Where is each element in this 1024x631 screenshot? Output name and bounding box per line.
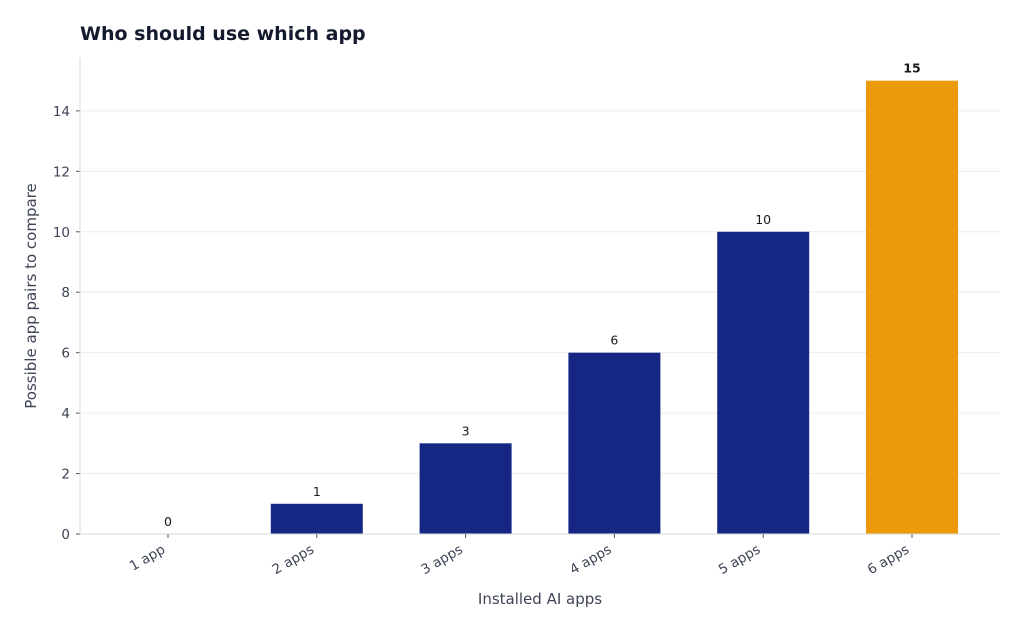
y-tick-label: 2 [61,467,70,483]
data-label: 3 [462,423,470,438]
bar [419,443,512,534]
x-tick-label: 6 apps [865,542,912,579]
y-tick-label: 8 [61,285,70,301]
y-axis-label: Possible app pairs to compare [22,183,40,408]
bar [270,503,363,534]
y-axis: 0 2 4 6 8 10 12 14 [53,58,81,543]
data-label: 1 [313,484,321,499]
data-label: 6 [610,333,618,348]
bars [270,80,958,535]
bar [717,231,810,534]
x-tick-label: 3 apps [418,542,465,579]
x-axis-label: Installed AI apps [478,590,602,608]
y-tick-label: 10 [53,225,70,241]
gridlines [80,110,1000,475]
bar [866,80,958,535]
y-tick-label: 14 [53,104,70,120]
y-tick-label: 0 [61,527,70,543]
x-axis: 1 app 2 apps 3 apps 4 apps 5 apps 6 apps [80,533,1000,579]
data-label: 10 [755,212,771,227]
bar [568,352,661,534]
data-label: 0 [164,514,172,529]
data-labels: 0 1 3 6 10 15 [164,61,921,529]
chart-title: Who should use which app [80,23,366,45]
x-tick-label: 4 apps [567,542,614,579]
y-tick-label: 4 [61,406,70,422]
y-tick-label: 12 [53,164,70,180]
x-tick-label: 5 apps [716,542,763,579]
y-tick-label: 6 [61,346,70,362]
data-label: 15 [903,61,920,76]
x-tick-label: 2 apps [270,542,317,579]
x-tick-label: 1 app [127,542,168,575]
